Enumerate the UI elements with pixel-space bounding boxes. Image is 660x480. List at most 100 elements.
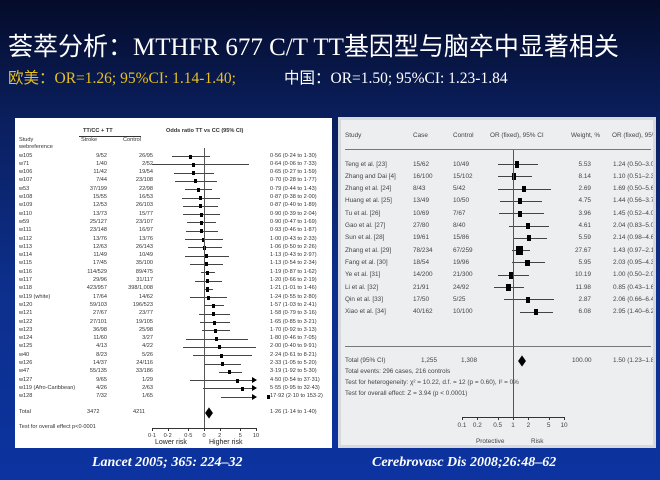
row-study: Sun et al. [28] — [345, 234, 385, 242]
row-text: 1.10 (0.51–2.38) — [613, 172, 656, 180]
row-control: 4/22 — [142, 343, 153, 350]
row-case: 21/91 — [413, 283, 429, 291]
row-study: w108 — [19, 194, 33, 200]
row-study: w114 — [19, 252, 32, 259]
row-control: 5/42 — [453, 185, 466, 193]
row-control: 10/100 — [453, 308, 473, 316]
header-divider — [345, 149, 651, 150]
cerebrovasc-forest-plot: Study Case Control OR (fixed), 95% CI We… — [338, 117, 656, 448]
point-estimate — [206, 279, 210, 283]
row-text: 1·21 (1·01 to 1·46) — [270, 285, 317, 292]
control-header: Control — [123, 137, 142, 143]
row-text: 0·65 (0·27 to 1·59) — [270, 169, 317, 176]
arrow-icon — [252, 385, 257, 392]
total-case: 1,255 — [421, 357, 437, 364]
row-control: 26/103 — [135, 202, 153, 209]
row-control: 15/86 — [453, 234, 469, 242]
axis-tick-label: 2 — [218, 433, 222, 439]
stroke-header: Stroke — [81, 137, 98, 143]
null-line — [204, 148, 205, 428]
row-control: 8/40 — [453, 222, 466, 229]
ci-line — [220, 396, 256, 398]
row-stroke: 37/199 — [89, 185, 107, 192]
row-control: 15/102 — [453, 172, 473, 180]
total-or-text: 1·26 (1·14 to 1·40) — [270, 409, 317, 415]
row-text: 17·92 (2·10 to 153·2) — [270, 393, 323, 400]
row-text: 1.69 (0.50–5.67) — [613, 185, 656, 193]
point-estimate — [235, 378, 239, 383]
row-text: 2·24 (0·61 to 8·21) — [270, 351, 317, 358]
row-weight: 5.59 — [578, 234, 591, 242]
row-study: w128 — [19, 393, 33, 400]
row-case: 27/80 — [413, 222, 429, 229]
row-stroke: 17/64 — [93, 293, 107, 300]
row-control: 67/259 — [453, 246, 473, 254]
ci-line — [190, 380, 256, 382]
point-estimate — [526, 235, 532, 242]
cerebrovasc-citation: Cerebrovasc Dis 2008;26:48–62 — [372, 455, 557, 470]
risk-label: Risk — [531, 438, 544, 445]
arrow-icon — [252, 377, 257, 384]
row-control: 23/107 — [135, 218, 153, 225]
row-study: Ye et al. [31] — [345, 271, 381, 279]
point-estimate — [199, 220, 203, 225]
row-text: 1·13 (0·43 to 2·97) — [270, 252, 317, 259]
row-stroke: 11/42 — [93, 169, 107, 176]
row-control: 89/475 — [135, 268, 153, 275]
study-header: Study — [345, 132, 362, 139]
row-control: 10/49 — [453, 160, 469, 168]
total-label: Total (95% CI) — [345, 357, 386, 364]
row-study: Zhang et al. [29] — [345, 246, 392, 254]
row-case: 10/69 — [413, 209, 429, 217]
row-study: Huang et al. [25] — [345, 197, 392, 205]
row-text: 0·87 (0·40 to 1·89) — [270, 202, 317, 209]
row-text: 0·79 (0·44 to 1·43) — [270, 185, 317, 192]
row-text: 1·57 (1·03 to 2·41) — [270, 301, 317, 308]
row-study: Zhang and Dai [4] — [345, 172, 396, 180]
point-estimate — [213, 320, 217, 325]
row-weight: 2.69 — [578, 185, 591, 193]
row-control: 7/67 — [453, 209, 466, 217]
row-study: Fang et al. [30] — [345, 258, 388, 266]
row-study: w113 — [19, 243, 32, 250]
row-stroke: 27/101 — [89, 318, 107, 325]
row-stroke: 23/148 — [89, 227, 107, 234]
row-weight: 5.95 — [578, 258, 591, 266]
axis-tick — [167, 428, 169, 431]
total-divider — [345, 346, 651, 347]
point-estimate — [516, 245, 523, 256]
arrow-icon — [252, 393, 257, 400]
point-estimate — [525, 222, 530, 230]
row-case: 18/54 — [413, 258, 429, 266]
slide-title: 荟萃分析：MTHFR 677 C/T TT基因型与脑卒中显著相关 — [8, 34, 619, 61]
row-text: 1.44 (0.56–3.70) — [613, 197, 656, 205]
axis-tick-label: 0·5 — [184, 433, 193, 439]
point-estimate — [202, 237, 205, 242]
webreference-header: webreference — [19, 144, 53, 150]
row-text: 1.24 (0.50–3.08) — [613, 160, 656, 168]
row-case: 13/49 — [413, 197, 429, 205]
point-estimate — [204, 262, 208, 267]
row-control: 2/52 — [142, 160, 153, 167]
row-control: 19/105 — [135, 318, 153, 325]
row-control: 22/98 — [139, 185, 153, 192]
subtitle-west: 欧美：OR=1.26; 95%CI: 1.14-1.40; — [8, 70, 236, 87]
point-estimate — [240, 386, 244, 391]
ci-line — [202, 388, 256, 390]
or-column-header: Odds ratio TT vs CC (95% CI) — [166, 128, 244, 134]
row-stroke: 11/60 — [93, 335, 107, 342]
point-estimate — [204, 254, 208, 259]
row-control: 19/96 — [453, 258, 469, 266]
axis-tick — [462, 417, 463, 420]
row-text: 1·24 (0·55 to 2·80) — [270, 293, 317, 300]
total-label: Total — [19, 409, 31, 415]
axis-tick — [528, 417, 530, 420]
row-stroke: 114/529 — [87, 268, 107, 275]
row-stroke: 29/96 — [93, 277, 107, 283]
row-control: 13/76 — [139, 235, 153, 242]
row-text: 0·56 (0·24 to 1·30) — [270, 152, 317, 159]
axis-tick-label: 0·2 — [163, 433, 172, 439]
point-estimate — [221, 362, 225, 366]
overall-effect: Test for overall effect p<0·0001 — [19, 424, 96, 430]
point-estimate — [525, 259, 530, 267]
